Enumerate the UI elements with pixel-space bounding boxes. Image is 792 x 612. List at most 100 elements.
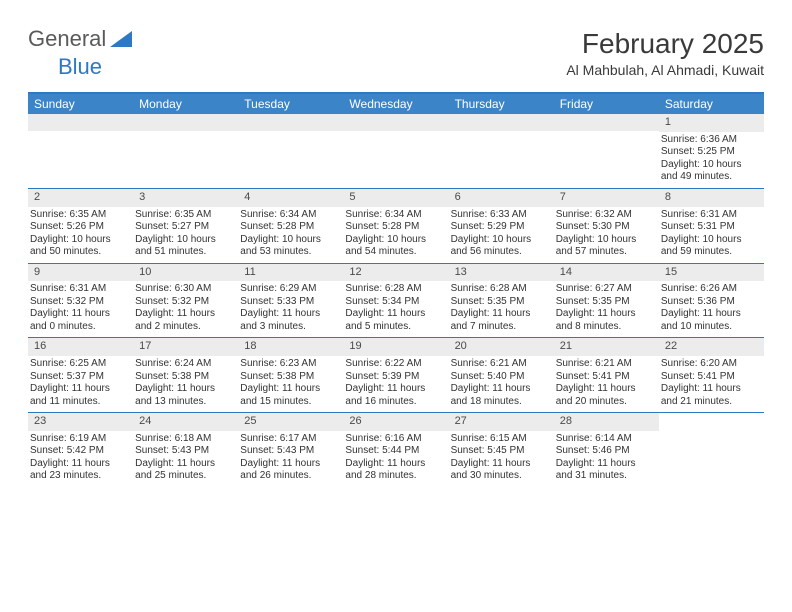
day-number: 11 <box>238 264 343 282</box>
sunset-line: Sunset: 5:42 PM <box>30 445 127 458</box>
weekday-header: Thursday <box>449 94 554 114</box>
day-number: 6 <box>449 189 554 207</box>
daylight-line: Daylight: 11 hours and 0 minutes. <box>30 308 127 333</box>
day-cell: 22Sunrise: 6:20 AMSunset: 5:41 PMDayligh… <box>659 338 764 412</box>
sunset-line: Sunset: 5:27 PM <box>135 221 232 234</box>
day-number: 16 <box>28 338 133 356</box>
sunset-line: Sunset: 5:31 PM <box>661 221 758 234</box>
sunset-line: Sunset: 5:38 PM <box>240 371 337 384</box>
day-body: Sunrise: 6:30 AMSunset: 5:32 PMDaylight:… <box>133 283 238 333</box>
day-body: Sunrise: 6:34 AMSunset: 5:28 PMDaylight:… <box>238 209 343 259</box>
day-cell <box>659 413 764 487</box>
day-body: Sunrise: 6:29 AMSunset: 5:33 PMDaylight:… <box>238 283 343 333</box>
logo: General <box>28 28 134 50</box>
daylight-line: Daylight: 11 hours and 20 minutes. <box>556 383 653 408</box>
daylight-line: Daylight: 11 hours and 2 minutes. <box>135 308 232 333</box>
day-cell: 20Sunrise: 6:21 AMSunset: 5:40 PMDayligh… <box>449 338 554 412</box>
sunrise-line: Sunrise: 6:26 AM <box>661 283 758 296</box>
sunrise-line: Sunrise: 6:28 AM <box>345 283 442 296</box>
daylight-line: Daylight: 10 hours and 49 minutes. <box>661 159 758 184</box>
day-cell: 1Sunrise: 6:36 AMSunset: 5:25 PMDaylight… <box>659 114 764 188</box>
day-number: 10 <box>133 264 238 282</box>
day-number <box>133 114 238 131</box>
sunrise-line: Sunrise: 6:31 AM <box>661 209 758 222</box>
sunset-line: Sunset: 5:36 PM <box>661 296 758 309</box>
daylight-line: Daylight: 10 hours and 54 minutes. <box>345 234 442 259</box>
sunset-line: Sunset: 5:46 PM <box>556 445 653 458</box>
daylight-line: Daylight: 10 hours and 56 minutes. <box>451 234 548 259</box>
day-number: 26 <box>343 413 448 431</box>
day-body: Sunrise: 6:28 AMSunset: 5:34 PMDaylight:… <box>343 283 448 333</box>
sunset-line: Sunset: 5:33 PM <box>240 296 337 309</box>
day-number: 28 <box>554 413 659 431</box>
daylight-line: Daylight: 11 hours and 30 minutes. <box>451 458 548 483</box>
daylight-line: Daylight: 10 hours and 59 minutes. <box>661 234 758 259</box>
daylight-line: Daylight: 11 hours and 13 minutes. <box>135 383 232 408</box>
day-cell <box>238 114 343 188</box>
weekday-header: Saturday <box>659 94 764 114</box>
sunset-line: Sunset: 5:28 PM <box>345 221 442 234</box>
day-body: Sunrise: 6:21 AMSunset: 5:41 PMDaylight:… <box>554 358 659 408</box>
day-cell: 14Sunrise: 6:27 AMSunset: 5:35 PMDayligh… <box>554 264 659 338</box>
sunrise-line: Sunrise: 6:14 AM <box>556 433 653 446</box>
day-number <box>449 114 554 131</box>
day-number: 4 <box>238 189 343 207</box>
sunset-line: Sunset: 5:25 PM <box>661 146 758 159</box>
sunset-line: Sunset: 5:35 PM <box>451 296 548 309</box>
day-cell <box>449 114 554 188</box>
day-number: 14 <box>554 264 659 282</box>
daylight-line: Daylight: 11 hours and 28 minutes. <box>345 458 442 483</box>
day-body: Sunrise: 6:35 AMSunset: 5:26 PMDaylight:… <box>28 209 133 259</box>
day-cell: 17Sunrise: 6:24 AMSunset: 5:38 PMDayligh… <box>133 338 238 412</box>
daylight-line: Daylight: 10 hours and 53 minutes. <box>240 234 337 259</box>
sunrise-line: Sunrise: 6:15 AM <box>451 433 548 446</box>
day-body: Sunrise: 6:25 AMSunset: 5:37 PMDaylight:… <box>28 358 133 408</box>
day-cell: 19Sunrise: 6:22 AMSunset: 5:39 PMDayligh… <box>343 338 448 412</box>
sunrise-line: Sunrise: 6:31 AM <box>30 283 127 296</box>
logo-triangle-icon <box>110 31 132 47</box>
sunrise-line: Sunrise: 6:24 AM <box>135 358 232 371</box>
day-cell: 7Sunrise: 6:32 AMSunset: 5:30 PMDaylight… <box>554 189 659 263</box>
day-body: Sunrise: 6:20 AMSunset: 5:41 PMDaylight:… <box>659 358 764 408</box>
day-number <box>659 413 764 430</box>
day-number: 12 <box>343 264 448 282</box>
sunset-line: Sunset: 5:34 PM <box>345 296 442 309</box>
day-number: 9 <box>28 264 133 282</box>
sunset-line: Sunset: 5:26 PM <box>30 221 127 234</box>
day-body: Sunrise: 6:14 AMSunset: 5:46 PMDaylight:… <box>554 433 659 483</box>
day-cell: 4 Sunrise: 6:34 AMSunset: 5:28 PMDaylight… <box>238 189 343 263</box>
sunset-line: Sunset: 5:43 PM <box>135 445 232 458</box>
daylight-line: Daylight: 11 hours and 10 minutes. <box>661 308 758 333</box>
day-number: 3 <box>133 189 238 207</box>
sunrise-line: Sunrise: 6:34 AM <box>345 209 442 222</box>
day-body: Sunrise: 6:23 AMSunset: 5:38 PMDaylight:… <box>238 358 343 408</box>
weeks-container: 1Sunrise: 6:36 AMSunset: 5:25 PMDaylight… <box>28 114 764 487</box>
day-body: Sunrise: 6:28 AMSunset: 5:35 PMDaylight:… <box>449 283 554 333</box>
day-number <box>238 114 343 131</box>
sunrise-line: Sunrise: 6:27 AM <box>556 283 653 296</box>
sunset-line: Sunset: 5:32 PM <box>135 296 232 309</box>
day-number: 2 <box>28 189 133 207</box>
month-year-title: February 2025 <box>566 28 764 60</box>
sunset-line: Sunset: 5:44 PM <box>345 445 442 458</box>
day-number: 13 <box>449 264 554 282</box>
weekday-header: Wednesday <box>343 94 448 114</box>
week-row: 1Sunrise: 6:36 AMSunset: 5:25 PMDaylight… <box>28 114 764 189</box>
day-cell: 11Sunrise: 6:29 AMSunset: 5:33 PMDayligh… <box>238 264 343 338</box>
sunset-line: Sunset: 5:35 PM <box>556 296 653 309</box>
day-number: 5 <box>343 189 448 207</box>
sunrise-line: Sunrise: 6:21 AM <box>556 358 653 371</box>
calendar-page: General February 2025 Al Mahbulah, Al Ah… <box>0 0 792 507</box>
calendar-grid: SundayMondayTuesdayWednesdayThursdayFrid… <box>28 92 764 487</box>
day-cell: 27Sunrise: 6:15 AMSunset: 5:45 PMDayligh… <box>449 413 554 487</box>
daylight-line: Daylight: 10 hours and 51 minutes. <box>135 234 232 259</box>
day-number: 17 <box>133 338 238 356</box>
sunrise-line: Sunrise: 6:28 AM <box>451 283 548 296</box>
sunrise-line: Sunrise: 6:18 AM <box>135 433 232 446</box>
sunrise-line: Sunrise: 6:35 AM <box>135 209 232 222</box>
day-number: 25 <box>238 413 343 431</box>
day-cell <box>554 114 659 188</box>
day-cell: 23Sunrise: 6:19 AMSunset: 5:42 PMDayligh… <box>28 413 133 487</box>
day-body: Sunrise: 6:21 AMSunset: 5:40 PMDaylight:… <box>449 358 554 408</box>
day-cell: 2 Sunrise: 6:35 AMSunset: 5:26 PMDaylight… <box>28 189 133 263</box>
